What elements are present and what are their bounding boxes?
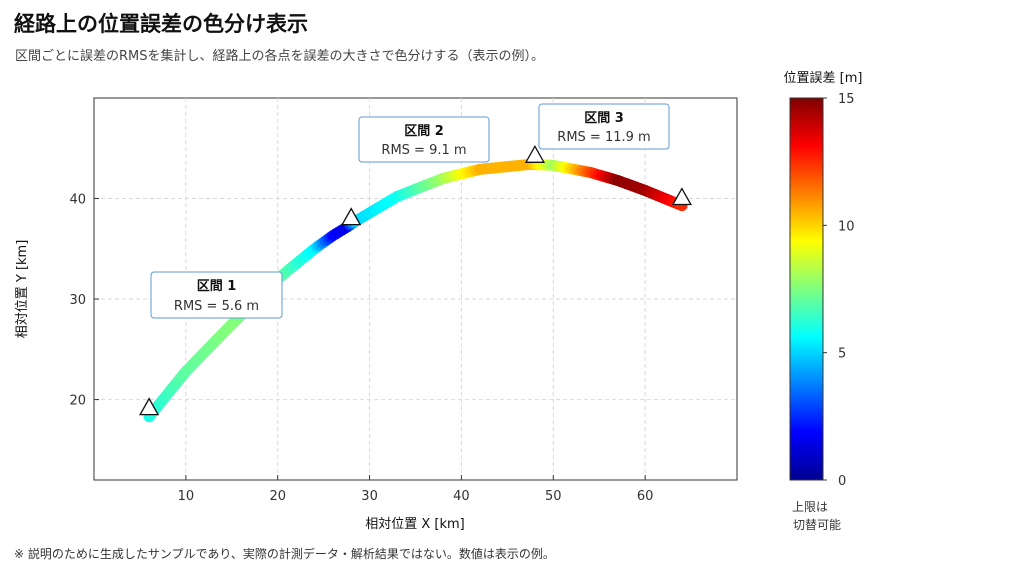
colorbar-ticks: 0 5 10 15 xyxy=(823,92,855,489)
segment-box-2: 区間 2 RMS = 9.1 m xyxy=(358,116,490,163)
colorbar-note-line1: 上限は xyxy=(792,500,828,514)
segment-3-rms: RMS = 11.9 m xyxy=(557,130,650,145)
segment-1-label: 区間 1 xyxy=(197,279,237,294)
colorbar xyxy=(789,97,824,481)
x-tick-label: 40 xyxy=(453,489,470,504)
segment-3-label: 区間 3 xyxy=(584,111,624,126)
x-tick-labels: 10 20 30 40 50 60 xyxy=(178,475,654,504)
y-tick-label: 30 xyxy=(69,293,86,308)
segment-boundary-marker xyxy=(671,187,692,206)
segment-1-rms: RMS = 5.6 m xyxy=(174,299,259,314)
colorbar-note-line2: 切替可能 xyxy=(793,518,841,532)
y-tick-label: 40 xyxy=(69,193,86,208)
segment-boundary-marker xyxy=(524,144,546,163)
x-axis-label: 相対位置 X [km] xyxy=(365,517,465,532)
footnote: ※ 説明のために生成したサンプルであり、実際の計測データ・解析結果ではない。数値… xyxy=(14,547,555,561)
segment-box-1: 区間 1 RMS = 5.6 m xyxy=(150,271,283,319)
segment-2-label: 区間 2 xyxy=(404,124,444,139)
y-tick-labels: 20 30 40 xyxy=(69,193,99,409)
segment-box-3: 区間 3 RMS = 11.9 m xyxy=(538,103,670,150)
colorbar-tick-label: 10 xyxy=(838,219,855,234)
y-axis-label: 相対位置 Y [km] xyxy=(15,240,30,339)
x-tick-label: 10 xyxy=(178,489,195,504)
colorbar-tick-label: 5 xyxy=(838,347,846,362)
segment-boundary-marker xyxy=(341,207,362,226)
x-tick-label: 20 xyxy=(269,489,286,504)
colorbar-tick-label: 15 xyxy=(838,92,855,107)
x-tick-label: 60 xyxy=(637,489,654,504)
page-title: 経路上の位置誤差の色分け表示 xyxy=(14,12,308,36)
colorbar-title: 位置誤差 [m] xyxy=(784,70,863,86)
x-tick-label: 30 xyxy=(361,489,378,504)
x-tick-label: 50 xyxy=(545,489,562,504)
segment-2-rms: RMS = 9.1 m xyxy=(381,143,466,158)
segment-boundary-markers xyxy=(139,144,692,416)
segment-boundary-marker xyxy=(139,397,160,416)
y-tick-label: 20 xyxy=(69,394,86,409)
page-subtitle: 区間ごとに誤差のRMSを集計し、経路上の各点を誤差の大きさで色分けする（表示の例… xyxy=(15,49,545,64)
colorbar-tick-label: 0 xyxy=(838,474,846,489)
